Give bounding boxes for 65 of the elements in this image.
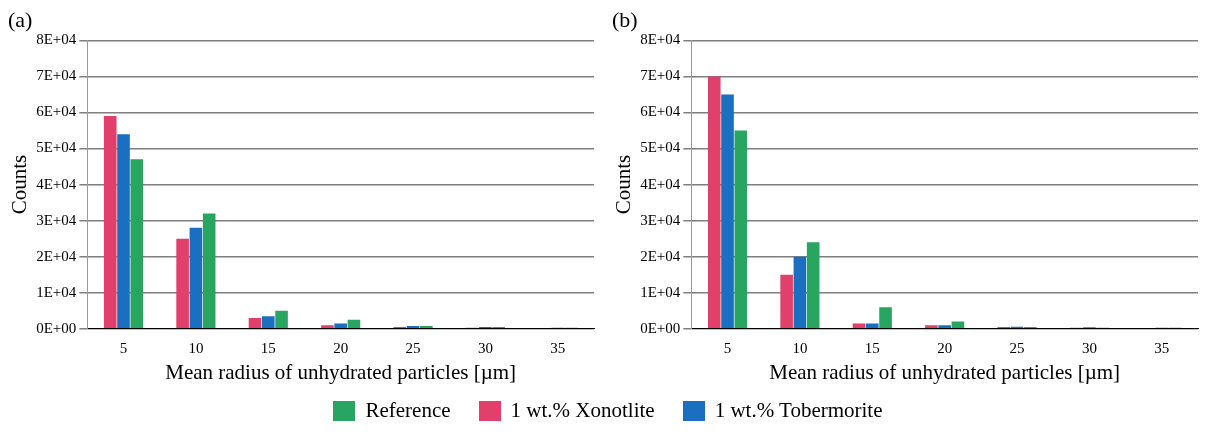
legend-label: 1 wt.% Xonotlite [510, 398, 655, 423]
bar [321, 325, 334, 329]
bar [925, 325, 938, 329]
legend-label: Reference [365, 398, 451, 423]
bar [707, 76, 721, 329]
bar [103, 116, 117, 329]
y-tick-label: 7E+04 [36, 67, 77, 84]
x-tick-label: 25 [405, 339, 421, 356]
bar [248, 317, 262, 329]
y-tick-label: 1E+04 [640, 283, 681, 300]
y-tick-label: 8E+04 [640, 31, 681, 48]
y-tick-label: 8E+04 [36, 31, 77, 48]
y-tick-label: 0E+00 [640, 319, 681, 336]
bar [347, 319, 361, 329]
bar [176, 238, 189, 329]
y-tick-label: 5E+04 [36, 139, 77, 156]
y-tick-label: 1E+04 [36, 283, 77, 300]
bar [275, 310, 288, 329]
x-tick-label: 15 [864, 339, 880, 356]
bar [202, 213, 216, 329]
y-tick-label: 3E+04 [36, 211, 77, 228]
y-tick-label: 6E+04 [36, 103, 77, 120]
x-tick-label: 35 [550, 339, 566, 356]
y-tick-label: 4E+04 [36, 175, 77, 192]
x-tick-label: 10 [188, 339, 204, 356]
bar [334, 323, 347, 329]
x-tick-label: 5 [723, 339, 732, 356]
bar [780, 274, 793, 329]
x-tick-label: 30 [1081, 339, 1097, 356]
y-tick-label: 2E+04 [640, 247, 681, 264]
y-axis-title: Counts [7, 154, 32, 215]
bar [721, 94, 734, 329]
chart-title: (b) [612, 6, 638, 32]
bar [420, 325, 433, 329]
bar [879, 307, 892, 329]
y-tick-label: 7E+04 [640, 67, 681, 84]
x-tick-label: 10 [792, 339, 808, 356]
x-axis-title: Mean radius of unhydrated particles [µm] [165, 359, 517, 384]
bar [793, 256, 807, 329]
y-tick-label: 0E+00 [36, 319, 77, 336]
bar [806, 242, 820, 329]
bar [734, 130, 748, 329]
x-tick-label: 20 [937, 339, 953, 356]
chart-title: (a) [8, 6, 33, 32]
bar [130, 159, 144, 329]
x-tick-label: 25 [1009, 339, 1025, 356]
y-tick-label: 6E+04 [640, 103, 681, 120]
y-axis-title: Counts [611, 154, 636, 215]
bar [852, 323, 866, 329]
y-tick-label: 5E+04 [640, 139, 681, 156]
bar [117, 134, 130, 329]
y-tick-label: 3E+04 [640, 211, 681, 228]
x-tick-label: 20 [333, 339, 349, 356]
x-tick-label: 5 [119, 339, 128, 356]
bar [261, 316, 275, 329]
x-tick-label: 30 [477, 339, 493, 356]
y-tick-label: 2E+04 [36, 247, 77, 264]
bar [938, 325, 951, 329]
bar [189, 227, 203, 329]
x-tick-label: 35 [1154, 339, 1170, 356]
x-axis-title: Mean radius of unhydrated particles [µm] [769, 359, 1121, 384]
x-tick-label: 15 [260, 339, 276, 356]
y-tick-label: 4E+04 [640, 175, 681, 192]
legend-label: 1 wt.% Tobermorite [714, 398, 883, 423]
bar [865, 323, 879, 329]
